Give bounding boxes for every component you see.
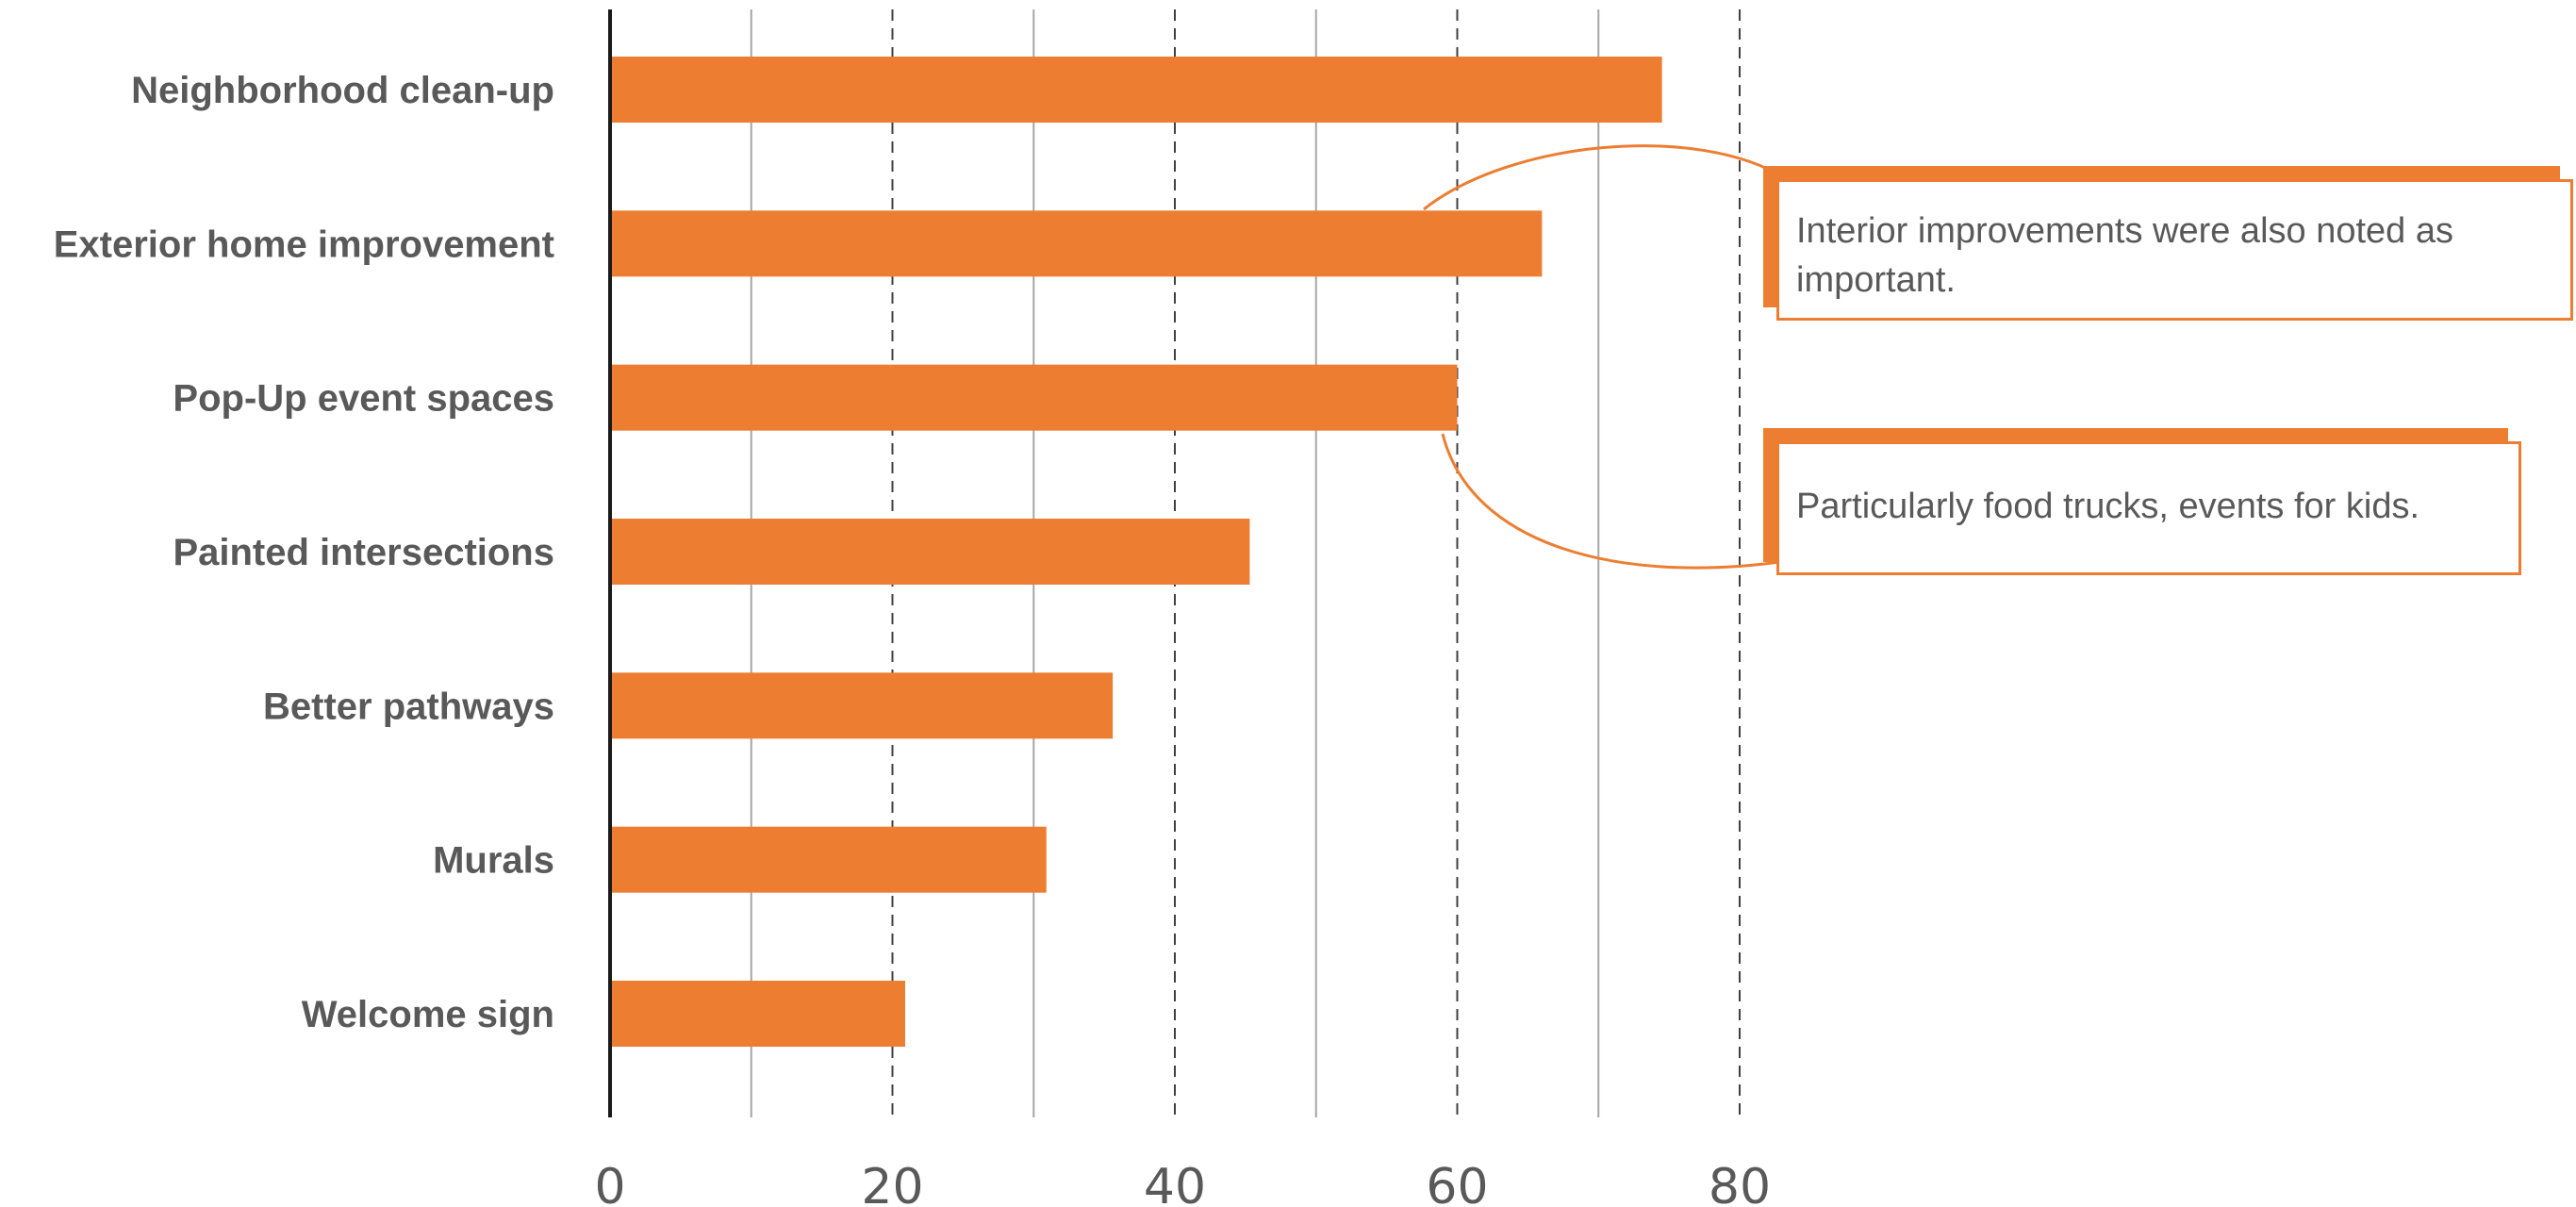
x-axis-ticks: 0 20 40 60 80 <box>594 1159 1771 1207</box>
category-label-0: Neighborhood clean-up <box>131 70 554 111</box>
category-label-3: Painted intersections <box>173 532 554 573</box>
x-tick-label-20: 20 <box>861 1159 923 1207</box>
category-label-1: Exterior home improvement <box>54 223 554 265</box>
annotation-text: Particularly food trucks, events for kid… <box>1796 487 2420 526</box>
bar-5 <box>610 826 1047 893</box>
annotation-box-interior: Interior improvements were also noted as… <box>1776 179 2573 321</box>
category-label-6: Welcome sign <box>302 994 554 1035</box>
annotation-text: Interior improvements were also noted as… <box>1796 211 2453 300</box>
callout-connectors <box>1423 144 1788 570</box>
bars <box>610 57 1662 1047</box>
category-label-4: Better pathways <box>263 686 554 727</box>
callout-connector-0 <box>1423 144 1788 211</box>
bar-3 <box>610 519 1250 585</box>
category-labels: Neighborhood clean-up Exterior home impro… <box>54 70 554 1035</box>
x-tick-label-60: 60 <box>1426 1159 1488 1207</box>
annotation-box-pop-up: Particularly food trucks, events for kid… <box>1776 441 2521 575</box>
x-tick-label-80: 80 <box>1709 1159 1771 1207</box>
bar-6 <box>610 981 905 1047</box>
bar-1 <box>610 210 1543 277</box>
x-tick-label-0: 0 <box>594 1159 625 1207</box>
category-label-5: Murals <box>433 840 554 882</box>
category-label-2: Pop-Up event spaces <box>173 378 554 420</box>
bar-2 <box>610 364 1458 431</box>
callout-connector-1 <box>1441 433 1788 570</box>
x-tick-label-40: 40 <box>1144 1159 1206 1207</box>
bar-0 <box>610 57 1662 123</box>
bar-4 <box>610 672 1114 739</box>
